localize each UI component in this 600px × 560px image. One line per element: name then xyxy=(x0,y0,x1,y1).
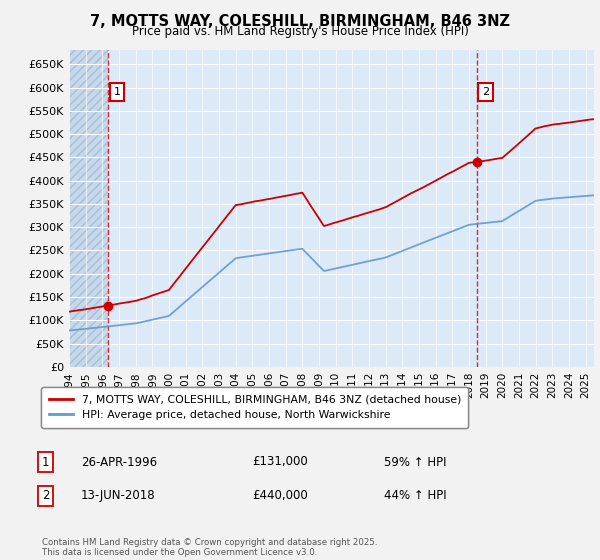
Text: 1: 1 xyxy=(42,455,50,469)
Text: Price paid vs. HM Land Registry's House Price Index (HPI): Price paid vs. HM Land Registry's House … xyxy=(131,25,469,38)
Bar xyxy=(69,50,107,367)
Text: 44% ↑ HPI: 44% ↑ HPI xyxy=(384,489,446,502)
Text: Contains HM Land Registry data © Crown copyright and database right 2025.
This d: Contains HM Land Registry data © Crown c… xyxy=(42,538,377,557)
Text: 59% ↑ HPI: 59% ↑ HPI xyxy=(384,455,446,469)
Text: £131,000: £131,000 xyxy=(252,455,308,469)
Text: 1: 1 xyxy=(113,87,121,97)
Text: 2: 2 xyxy=(482,87,490,97)
Text: 26-APR-1996: 26-APR-1996 xyxy=(81,455,157,469)
Text: 7, MOTTS WAY, COLESHILL, BIRMINGHAM, B46 3NZ: 7, MOTTS WAY, COLESHILL, BIRMINGHAM, B46… xyxy=(90,14,510,29)
Legend: 7, MOTTS WAY, COLESHILL, BIRMINGHAM, B46 3NZ (detached house), HPI: Average pric: 7, MOTTS WAY, COLESHILL, BIRMINGHAM, B46… xyxy=(41,387,469,428)
Text: £440,000: £440,000 xyxy=(252,489,308,502)
Text: 2: 2 xyxy=(42,489,50,502)
Text: 13-JUN-2018: 13-JUN-2018 xyxy=(81,489,155,502)
